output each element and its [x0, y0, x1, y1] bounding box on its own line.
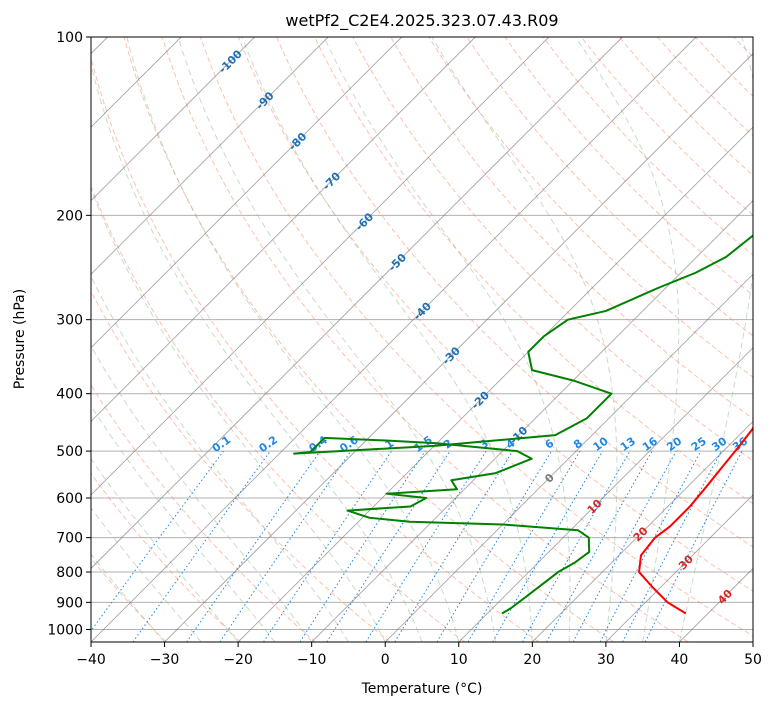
moist-adiabat	[91, 275, 349, 642]
mixing-ratio-line	[91, 450, 224, 632]
chart-title: wetPf2_C2E4.2025.323.07.43.R09	[285, 11, 558, 31]
dry-adiabat	[428, 37, 753, 378]
moist-adiabat	[91, 188, 386, 642]
dry-adiabat	[91, 557, 167, 642]
y-tick-label: 400	[56, 387, 83, 403]
moist-adiabat	[91, 553, 165, 642]
moist-adiabat	[241, 37, 533, 642]
dry-adiabat	[91, 185, 465, 642]
profile-series	[293, 234, 753, 615]
isotherm-line	[91, 37, 623, 570]
dry-adiabats	[91, 37, 753, 642]
x-tick-label: 20	[523, 652, 541, 668]
x-tick-label: 40	[671, 652, 689, 668]
dry-adiabat	[275, 37, 753, 548]
plot-frame	[90, 36, 754, 643]
isotherm-line	[164, 52, 753, 642]
moist-adiabat	[91, 404, 276, 642]
moist-adiabat	[323, 37, 571, 642]
mixing-ratio-line	[132, 450, 271, 642]
mixing-ratio-line	[644, 450, 743, 642]
mixing-ratio-line	[546, 450, 653, 642]
y-tick-label: 500	[56, 444, 83, 460]
moist-adiabat	[678, 37, 753, 642]
isotherm-line	[384, 273, 753, 642]
dry-adiabat	[123, 37, 614, 642]
isotherm-line	[91, 37, 403, 349]
dry-adiabat	[390, 37, 753, 420]
dry-adiabat	[161, 37, 689, 642]
dry-adiabat	[314, 37, 753, 505]
dewpoint-profile-line	[293, 234, 753, 615]
moist-adiabat	[177, 37, 497, 642]
isotherm-line	[91, 37, 329, 275]
y-tick-label: 1000	[47, 622, 83, 638]
y-tick-label: 300	[56, 313, 83, 329]
dry-adiabat	[199, 37, 753, 637]
y-tick-label: 800	[56, 565, 83, 581]
dry-adiabat	[504, 37, 753, 296]
x-tick-label: −30	[150, 652, 180, 668]
isotherm-line	[91, 37, 550, 496]
x-axis-ticks: −40 −30 −20 −10 0 10 20 30 40 50	[76, 642, 762, 668]
dry-adiabat	[91, 384, 316, 642]
dry-adiabat	[352, 37, 753, 462]
y-tick-label: 100	[56, 30, 83, 46]
y-axis-label: Pressure (hPa)	[12, 289, 28, 389]
mixing-ratio-line	[326, 450, 451, 642]
mixing-ratio-line	[219, 450, 352, 642]
dry-adiabat	[91, 472, 242, 642]
isotherm-line	[605, 494, 753, 642]
moist-adiabat	[126, 37, 460, 642]
x-tick-label: 50	[744, 652, 762, 668]
temperature-profile-line	[638, 425, 753, 615]
isotherm-line	[532, 420, 753, 642]
moist-adiabat	[91, 458, 239, 642]
moist-adiabats	[91, 37, 753, 642]
isotherm-line	[311, 200, 753, 642]
isotherm-line	[91, 37, 476, 422]
y-tick-label: 900	[56, 595, 83, 611]
x-tick-label: −10	[297, 652, 327, 668]
moist-adiabat	[91, 507, 202, 642]
x-tick-label: 0	[381, 652, 390, 668]
mixing-ratio-line	[263, 450, 392, 642]
y-tick-label: 600	[56, 491, 83, 507]
x-tick-label: −40	[76, 652, 106, 668]
x-tick-label: −20	[223, 652, 253, 668]
y-tick-label: 200	[56, 208, 83, 224]
dry-adiabat	[91, 290, 391, 642]
x-tick-label: 30	[597, 652, 615, 668]
mixing-ratio-line	[522, 450, 631, 642]
plot-area: -100-90-80-70-60-50-40-30-20-10010203040…	[91, 37, 753, 642]
isotherm-line	[91, 37, 697, 642]
moist-adiabat	[431, 37, 618, 642]
isotherm-line	[91, 37, 255, 202]
y-axis-ticks: 100 200 300 400 500 600 700 800 900 1000	[47, 30, 91, 638]
mixing-ratio-line	[572, 450, 677, 642]
mixing-ratio-line	[186, 450, 321, 642]
x-axis-label: Temperature (°C)	[361, 681, 483, 697]
isotherm-line	[458, 347, 753, 642]
x-tick-label: 10	[450, 652, 468, 668]
moist-adiabat	[91, 62, 423, 642]
dry-adiabat	[91, 55, 540, 642]
y-tick-label: 700	[56, 531, 83, 547]
mixing-ratio-line	[394, 450, 514, 642]
dry-adiabat	[237, 37, 753, 592]
